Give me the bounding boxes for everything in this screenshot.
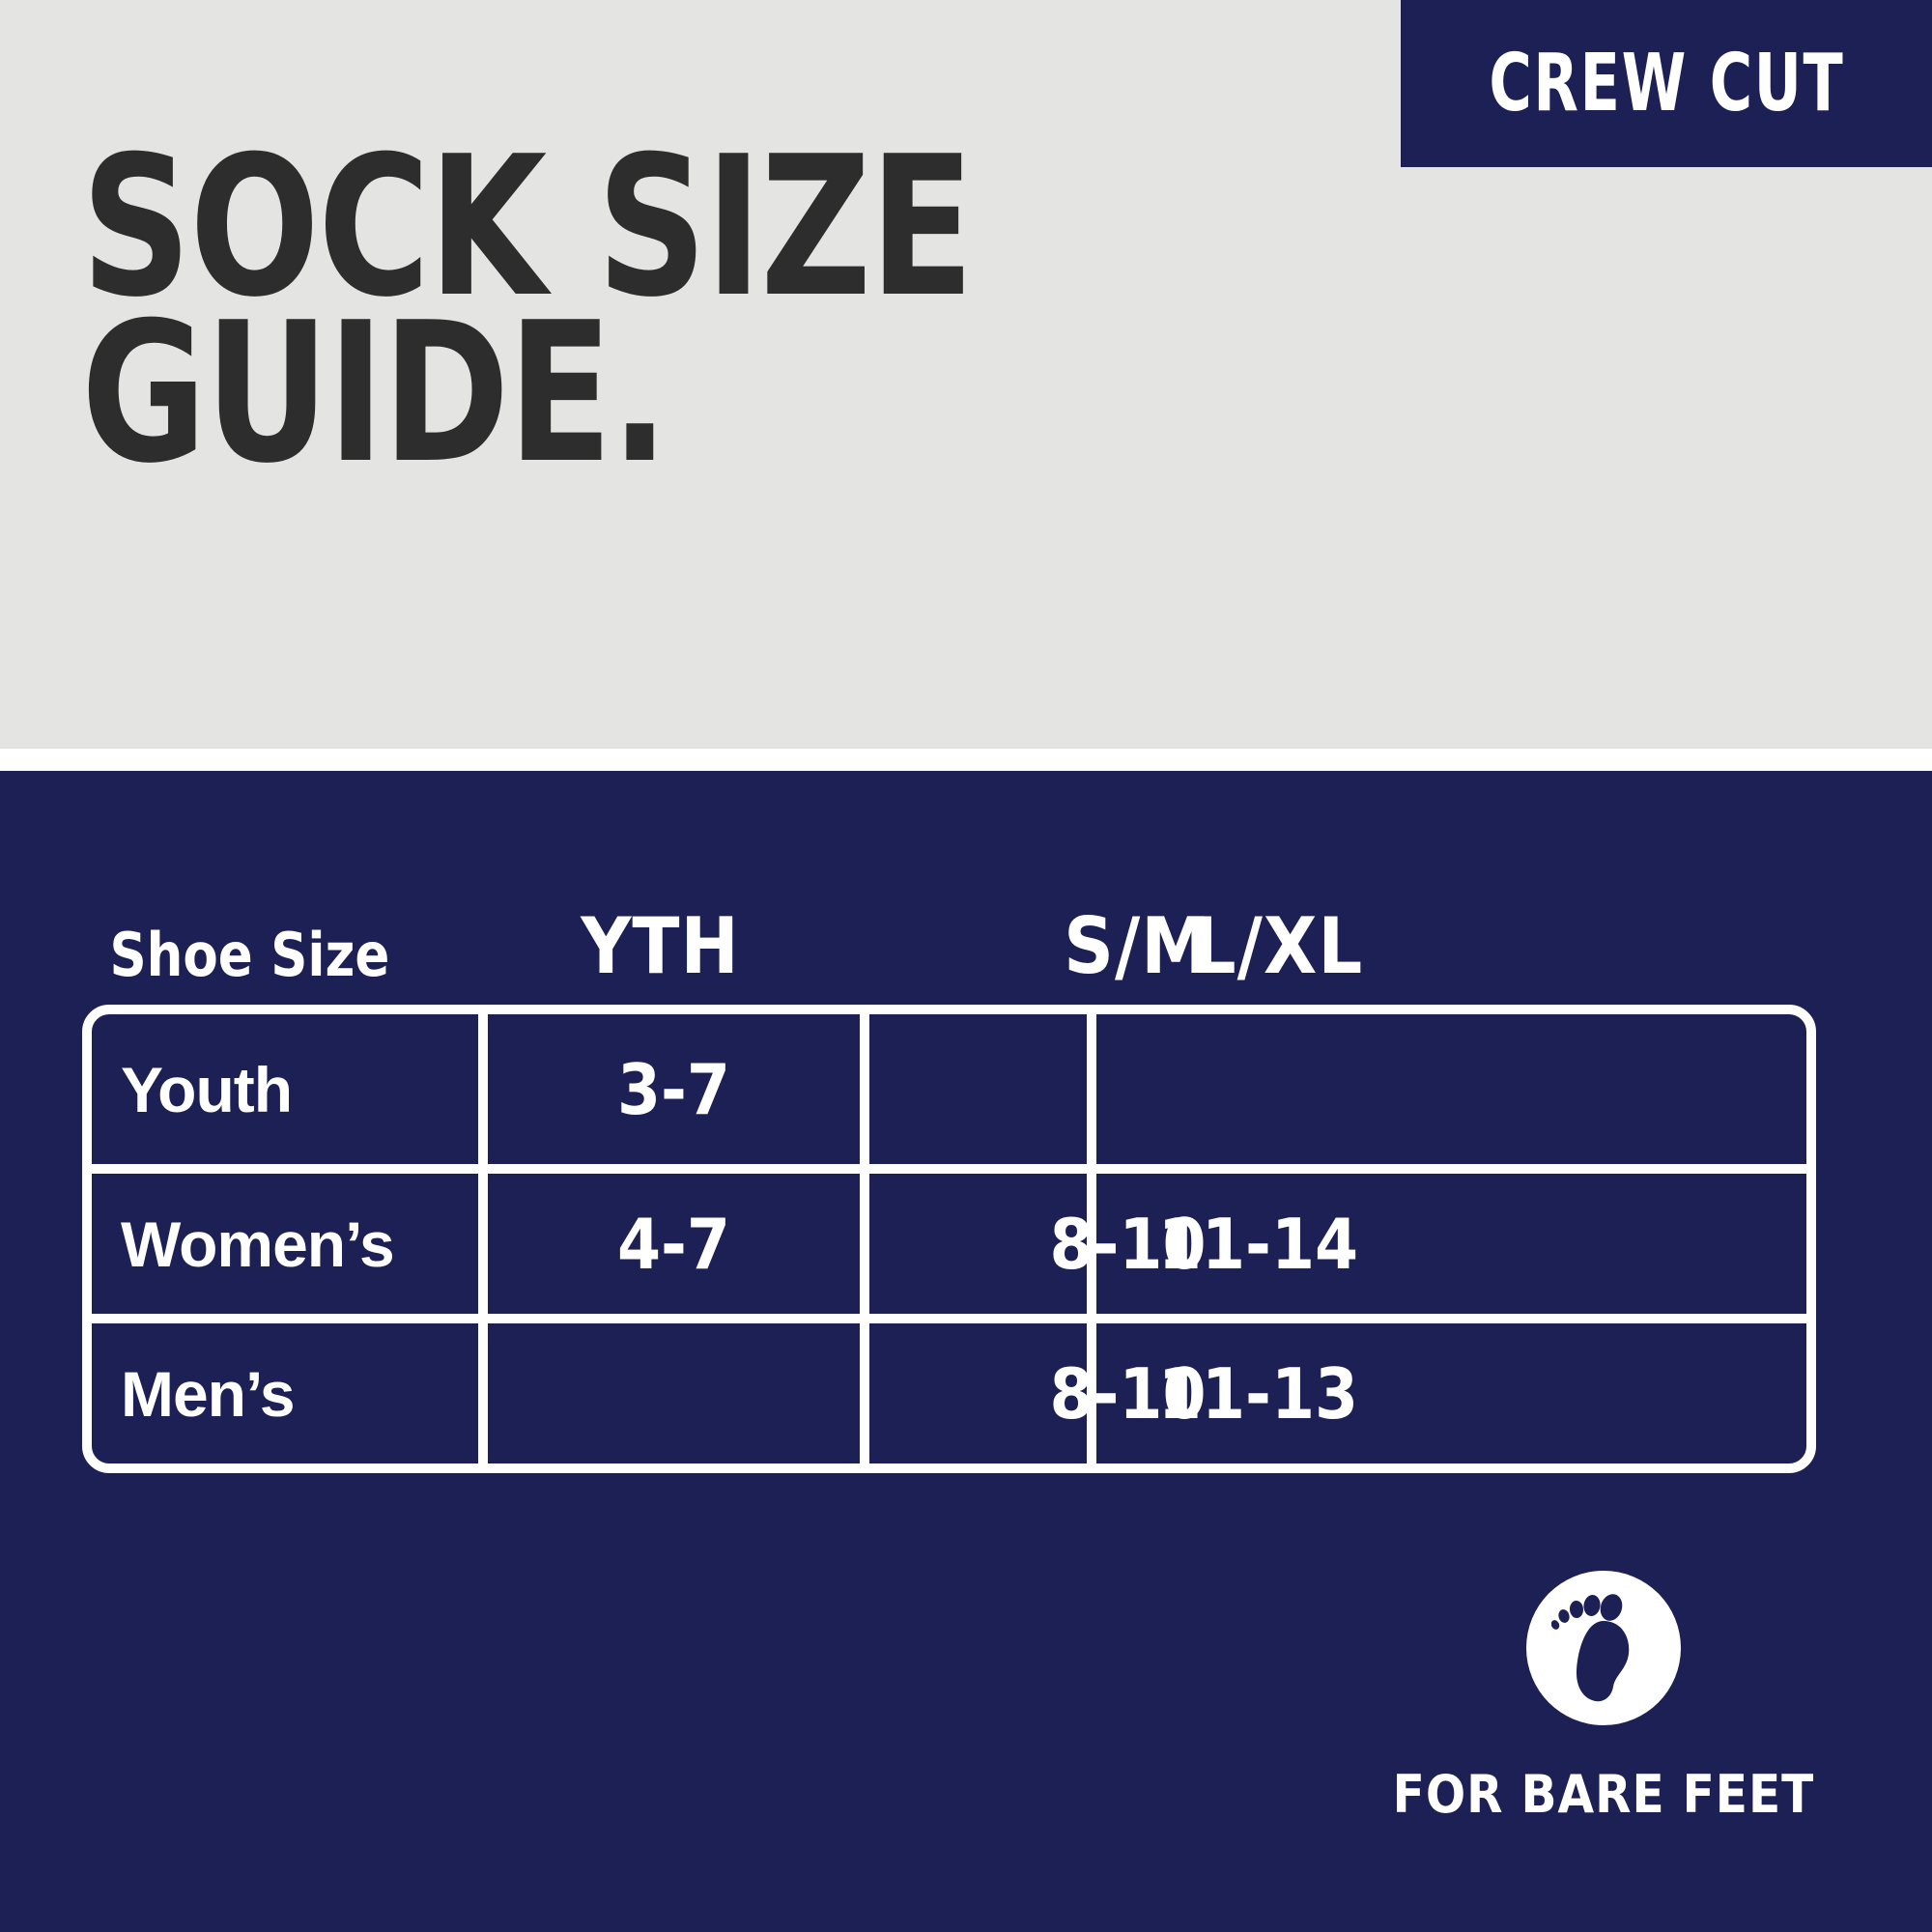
crew-cut-label: CREW CUT xyxy=(1488,38,1844,129)
cell-value: 8-10 xyxy=(1049,1203,1207,1285)
cell-value: 4-7 xyxy=(616,1203,731,1285)
column-header-lxl: L/XL xyxy=(1191,901,1364,991)
header-panel: CREW CUT SOCK SIZE GUIDE. xyxy=(0,0,1932,749)
column-header-sm: S/M xyxy=(1064,901,1211,991)
table-row: Men’s 8-10 11-13 xyxy=(92,1314,1806,1463)
cell-value: 11-13 xyxy=(1157,1352,1359,1435)
table-row: Youth 3-7 xyxy=(92,1014,1806,1164)
cell-value: 8-10 xyxy=(1049,1352,1207,1435)
cell-mens-yth xyxy=(478,1323,860,1463)
cell-mens-lxl: 11-13 xyxy=(1087,1323,1787,1463)
panel-divider xyxy=(0,749,1932,771)
row-label-womens: Women’s xyxy=(121,1208,395,1280)
table-grid: Youth 3-7 Women’s 4-7 8-10 xyxy=(82,1005,1816,1473)
page-title-line-1: SOCK SIZE xyxy=(81,115,974,340)
brand-logo: FOR BARE FEET xyxy=(1377,1571,1831,1825)
column-header-shoe-size: Shoe Size xyxy=(109,920,390,990)
crew-cut-badge: CREW CUT xyxy=(1401,0,1932,167)
cell-youth-yth: 3-7 xyxy=(478,1014,860,1164)
cell-value: 11-14 xyxy=(1157,1203,1359,1285)
cell-value: 3-7 xyxy=(616,1048,731,1130)
page-title: SOCK SIZE GUIDE. xyxy=(81,115,1144,506)
row-label-mens: Men’s xyxy=(121,1357,296,1430)
cell-womens-yth: 4-7 xyxy=(478,1174,860,1314)
brand-name: FOR BARE FEET xyxy=(1392,1764,1815,1825)
cell-youth-lxl xyxy=(1087,1014,1787,1164)
cell-mens-sm: 8-10 xyxy=(860,1323,1207,1463)
cell-womens-lxl: 11-14 xyxy=(1087,1174,1787,1314)
page-title-line-2: GUIDE. xyxy=(81,281,668,506)
row-label-youth: Youth xyxy=(121,1053,293,1125)
column-header-yth: YTH xyxy=(581,901,740,991)
cell-youth-sm xyxy=(860,1014,1087,1164)
size-chart-panel: Shoe Size YTH S/M L/XL Youth 3-7 Women’s xyxy=(0,771,1932,1932)
footprint-icon xyxy=(1526,1571,1681,1725)
size-table: Shoe Size YTH S/M L/XL Youth 3-7 Women’s xyxy=(82,896,1816,1473)
table-row: Women’s 4-7 8-10 11-14 xyxy=(92,1164,1806,1314)
table-header-row: Shoe Size YTH S/M L/XL xyxy=(82,896,1816,985)
cell-womens-sm: 8-10 xyxy=(860,1174,1207,1314)
